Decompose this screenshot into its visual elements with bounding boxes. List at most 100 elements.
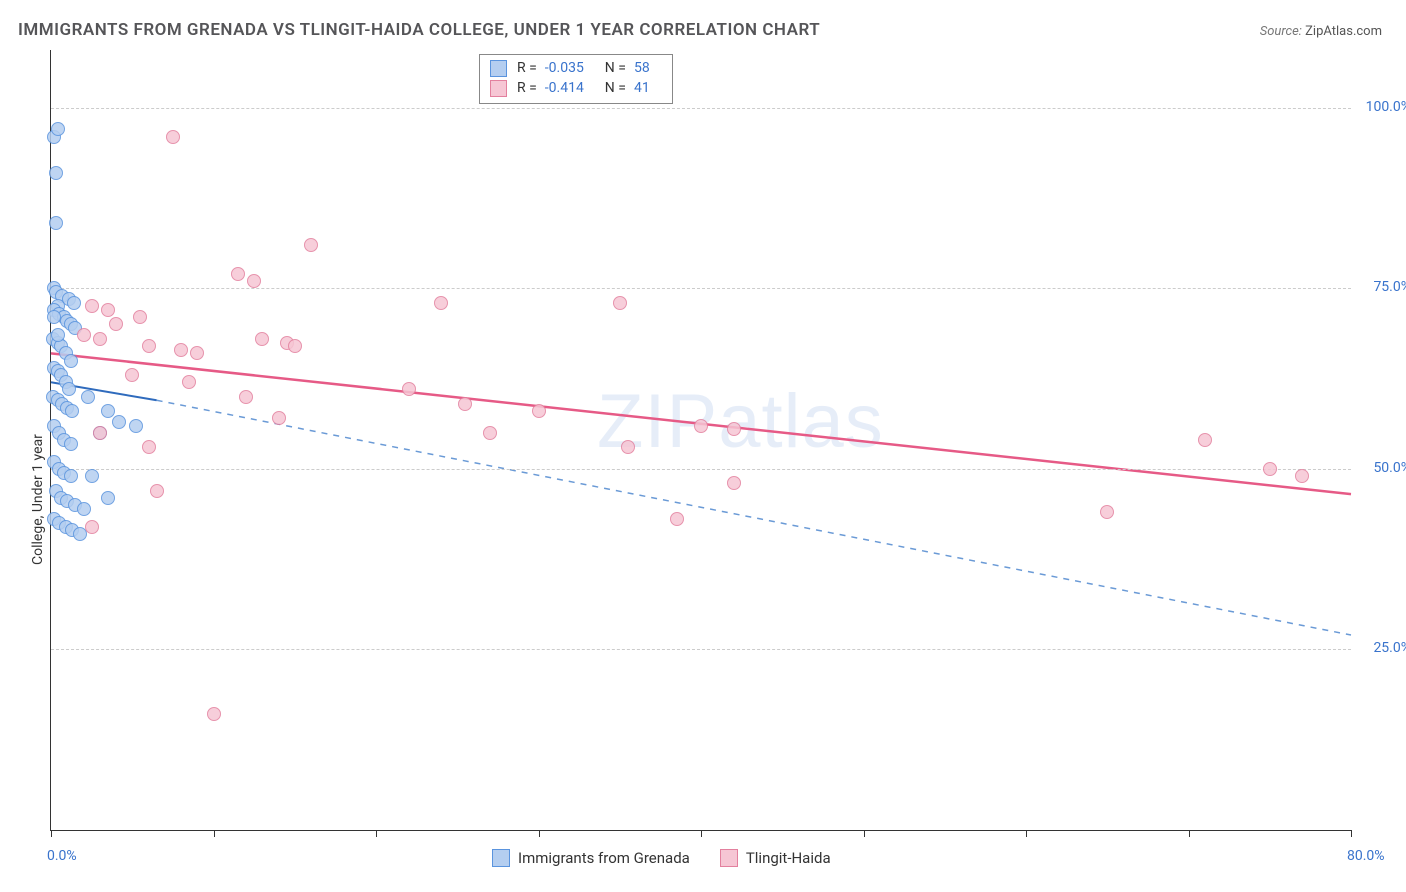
data-point bbox=[51, 122, 65, 136]
data-point bbox=[1100, 505, 1114, 519]
x-tick-label: 0.0% bbox=[47, 848, 77, 864]
r-label: R = bbox=[517, 78, 537, 98]
data-point bbox=[255, 332, 269, 346]
data-point bbox=[133, 310, 147, 324]
data-point bbox=[272, 411, 286, 425]
data-point bbox=[670, 512, 684, 526]
x-tick bbox=[1351, 830, 1352, 837]
scatter-plot-area: ZIPatlas 25.0%50.0%75.0%100.0%0.0%80.0% bbox=[50, 50, 1351, 831]
data-point bbox=[727, 422, 741, 436]
data-point bbox=[101, 404, 115, 418]
data-point bbox=[64, 354, 78, 368]
data-point bbox=[182, 375, 196, 389]
data-point bbox=[93, 332, 107, 346]
data-point bbox=[85, 469, 99, 483]
source-value: ZipAtlas.com bbox=[1305, 24, 1382, 39]
data-point bbox=[239, 390, 253, 404]
data-point bbox=[434, 296, 448, 310]
y-tick-label: 75.0% bbox=[1356, 279, 1406, 295]
r-value: -0.414 bbox=[545, 78, 595, 98]
data-point bbox=[112, 415, 126, 429]
x-tick bbox=[51, 830, 52, 837]
source-label: Source: bbox=[1260, 24, 1302, 39]
data-point bbox=[67, 296, 81, 310]
gridline-h bbox=[51, 649, 1351, 650]
y-tick-label: 50.0% bbox=[1356, 460, 1406, 476]
data-point bbox=[458, 397, 472, 411]
n-label: N = bbox=[605, 58, 626, 78]
n-value: 58 bbox=[634, 58, 662, 78]
source-attribution: Source: ZipAtlas.com bbox=[1260, 24, 1382, 39]
data-point bbox=[613, 296, 627, 310]
legend-swatch bbox=[490, 60, 507, 77]
data-point bbox=[621, 440, 635, 454]
data-point bbox=[101, 491, 115, 505]
trend-lines bbox=[51, 50, 1351, 830]
data-point bbox=[288, 339, 302, 353]
legend-series-label: Tlingit-Haida bbox=[746, 848, 831, 868]
legend-swatch bbox=[490, 80, 507, 97]
data-point bbox=[47, 310, 61, 324]
data-point bbox=[142, 339, 156, 353]
data-point bbox=[129, 419, 143, 433]
legend-swatch bbox=[720, 849, 738, 867]
series-legend: Immigrants from Grenada Tlingit-Haida bbox=[492, 848, 831, 868]
data-point bbox=[85, 520, 99, 534]
data-point bbox=[142, 440, 156, 454]
y-axis-label: College, Under 1 year bbox=[30, 434, 46, 565]
n-value: 41 bbox=[634, 78, 662, 98]
gridline-h bbox=[51, 108, 1351, 109]
data-point bbox=[532, 404, 546, 418]
data-point bbox=[109, 317, 123, 331]
data-point bbox=[64, 437, 78, 451]
legend-stat-row: R = -0.414 N = 41 bbox=[490, 78, 662, 98]
data-point bbox=[483, 426, 497, 440]
legend-stat-row: R = -0.035 N = 58 bbox=[490, 58, 662, 78]
x-tick bbox=[1189, 830, 1190, 837]
y-tick-label: 100.0% bbox=[1356, 99, 1406, 115]
n-label: N = bbox=[605, 78, 626, 98]
data-point bbox=[77, 502, 91, 516]
legend-series-label: Immigrants from Grenada bbox=[518, 848, 690, 868]
data-point bbox=[694, 419, 708, 433]
x-tick bbox=[864, 830, 865, 837]
data-point bbox=[49, 166, 63, 180]
legend-series-item: Tlingit-Haida bbox=[720, 848, 831, 868]
data-point bbox=[64, 469, 78, 483]
data-point bbox=[65, 404, 79, 418]
data-point bbox=[247, 274, 261, 288]
x-tick-label: 80.0% bbox=[1347, 848, 1385, 864]
legend-swatch bbox=[492, 849, 510, 867]
data-point bbox=[727, 476, 741, 490]
data-point bbox=[166, 130, 180, 144]
data-point bbox=[93, 426, 107, 440]
data-point bbox=[101, 303, 115, 317]
data-point bbox=[85, 299, 99, 313]
data-point bbox=[304, 238, 318, 252]
data-point bbox=[49, 216, 63, 230]
data-point bbox=[174, 343, 188, 357]
data-point bbox=[62, 382, 76, 396]
y-tick-label: 25.0% bbox=[1356, 640, 1406, 656]
data-point bbox=[402, 382, 416, 396]
x-tick bbox=[701, 830, 702, 837]
gridline-h bbox=[51, 288, 1351, 289]
x-tick bbox=[539, 830, 540, 837]
data-point bbox=[81, 390, 95, 404]
data-point bbox=[207, 707, 221, 721]
data-point bbox=[1263, 462, 1277, 476]
data-point bbox=[190, 346, 204, 360]
r-value: -0.035 bbox=[545, 58, 595, 78]
data-point bbox=[51, 328, 65, 342]
data-point bbox=[1198, 433, 1212, 447]
correlation-legend: R = -0.035 N = 58 R = -0.414 N = 41 bbox=[479, 54, 673, 104]
data-point bbox=[150, 484, 164, 498]
data-point bbox=[1295, 469, 1309, 483]
gridline-h bbox=[51, 469, 1351, 470]
x-tick bbox=[1026, 830, 1027, 837]
data-point bbox=[231, 267, 245, 281]
x-tick bbox=[214, 830, 215, 837]
legend-series-item: Immigrants from Grenada bbox=[492, 848, 690, 868]
r-label: R = bbox=[517, 58, 537, 78]
data-point bbox=[125, 368, 139, 382]
